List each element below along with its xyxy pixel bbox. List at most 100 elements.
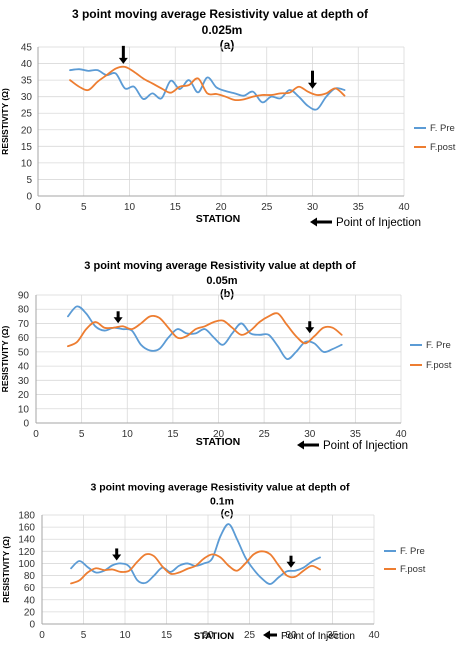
x-tick-label: 35	[327, 630, 339, 641]
station-arrow-head	[113, 317, 123, 324]
y-axis-label: RESISTIVITY (Ω)	[1, 536, 11, 603]
y-tick-label: 10	[21, 158, 33, 169]
chart-title-line2: 0.025m	[202, 23, 243, 37]
y-axis-label: RESISTIVITY (Ω)	[0, 326, 10, 393]
injection-label: Point of Injection	[323, 440, 408, 452]
legend-label-pre: F. Pre	[400, 546, 425, 557]
station-arrow-head	[118, 57, 128, 64]
injection-arrow-head	[310, 217, 317, 227]
injection-arrow-head	[297, 440, 304, 450]
y-tick-label: 20	[21, 125, 33, 136]
x-tick-label: 25	[259, 429, 271, 440]
panel-label: (c)	[221, 508, 234, 520]
injection-label: Point of Injection	[281, 631, 355, 642]
legend-label-pre: F. Pre	[430, 123, 455, 134]
injection-arrow-head	[263, 630, 270, 640]
y-tick-label: 180	[18, 511, 35, 522]
y-tick-label: 5	[26, 175, 32, 186]
x-tick-label: 20	[213, 429, 225, 440]
y-tick-label: 120	[18, 547, 35, 558]
x-tick-label: 25	[244, 630, 256, 641]
x-tick-label: 15	[167, 429, 179, 440]
x-tick-label: 40	[395, 429, 407, 440]
series-line-post	[67, 312, 343, 348]
x-tick-label: 0	[33, 429, 39, 440]
x-tick-label: 40	[368, 630, 380, 641]
x-axis-label: STATION	[194, 631, 234, 642]
y-tick-label: 20	[24, 607, 36, 618]
panel-label: (a)	[220, 38, 235, 52]
station-arrow-head	[308, 82, 317, 89]
station-arrow-head	[305, 327, 315, 334]
y-tick-label: 140	[18, 535, 35, 546]
x-tick-label: 5	[81, 202, 87, 213]
x-tick-label: 0	[35, 202, 41, 213]
chart-a: 3 point moving average Resistivity value…	[0, 7, 456, 229]
y-tick-label: 10	[18, 404, 30, 415]
x-tick-label: 5	[79, 429, 85, 440]
x-tick-label: 10	[119, 630, 131, 641]
y-tick-label: 90	[18, 291, 30, 302]
y-tick-label: 50	[18, 347, 30, 358]
x-tick-label: 25	[261, 202, 273, 213]
y-axis-label: RESISTIVITY (Ω)	[0, 88, 10, 155]
station-arrow-head	[112, 554, 122, 561]
x-tick-label: 10	[122, 429, 134, 440]
y-tick-label: 40	[21, 59, 33, 70]
x-tick-label: 30	[307, 202, 319, 213]
x-tick-label: 5	[81, 630, 87, 641]
y-tick-label: 160	[18, 523, 35, 534]
x-axis-label: STATION	[196, 436, 241, 448]
y-tick-label: 70	[18, 319, 30, 330]
x-tick-label: 30	[304, 429, 316, 440]
series-line-pre	[67, 305, 343, 360]
chart-title-line1: 3 point moving average Resistivity value…	[84, 260, 356, 272]
y-tick-label: 40	[24, 595, 36, 606]
y-tick-label: 30	[18, 376, 30, 387]
y-tick-label: 0	[26, 192, 32, 203]
legend-label-post: F.post	[430, 142, 456, 153]
y-tick-label: 0	[23, 419, 29, 430]
y-tick-label: 40	[18, 362, 30, 373]
y-tick-label: 60	[18, 333, 30, 344]
chart-title-line2: 0.1m	[210, 496, 234, 508]
legend-label-pre: F. Pre	[426, 340, 451, 351]
x-tick-label: 15	[161, 630, 173, 641]
x-tick-label: 20	[215, 202, 227, 213]
legend-label-post: F.post	[400, 564, 426, 575]
station-arrow-head	[286, 561, 296, 568]
y-tick-label: 80	[18, 305, 30, 316]
y-tick-label: 0	[29, 620, 35, 631]
y-tick-label: 30	[21, 92, 33, 103]
y-tick-label: 25	[21, 109, 33, 120]
chart-c: 3 point moving average Resistivity value…	[1, 482, 426, 643]
chart-title-line2: 0.05m	[206, 275, 237, 287]
panel-label: (b)	[220, 288, 234, 300]
y-tick-label: 15	[21, 142, 33, 153]
x-tick-label: 10	[124, 202, 136, 213]
y-tick-label: 45	[21, 43, 33, 54]
injection-label: Point of Injection	[336, 217, 421, 229]
x-tick-label: 0	[39, 630, 45, 641]
chart-title-line1: 3 point moving average Resistivity value…	[90, 482, 350, 494]
series-line-pre	[69, 68, 346, 111]
x-tick-label: 35	[350, 429, 362, 440]
chart-title-line1: 3 point moving average Resistivity value…	[72, 7, 369, 21]
x-tick-label: 20	[202, 630, 214, 641]
series-line-pre	[70, 523, 321, 585]
series-line-post	[69, 65, 346, 102]
x-tick-label: 40	[398, 202, 410, 213]
x-tick-label: 35	[353, 202, 365, 213]
x-tick-label: 15	[170, 202, 182, 213]
y-tick-label: 35	[21, 76, 33, 87]
x-tick-label: 30	[285, 630, 297, 641]
y-tick-label: 100	[18, 559, 35, 570]
legend-label-post: F.post	[426, 360, 452, 371]
x-axis-label: STATION	[196, 213, 241, 225]
y-tick-label: 20	[18, 390, 30, 401]
y-tick-label: 80	[24, 571, 36, 582]
series-line-post	[70, 550, 321, 585]
y-tick-label: 60	[24, 583, 36, 594]
chart-b: 3 point moving average Resistivity value…	[0, 260, 452, 452]
